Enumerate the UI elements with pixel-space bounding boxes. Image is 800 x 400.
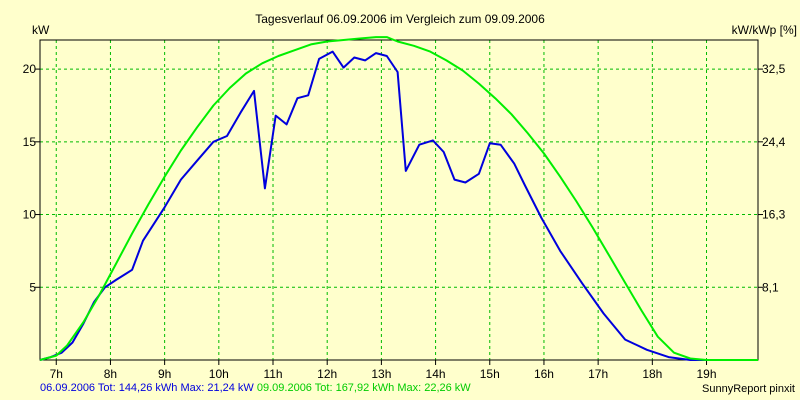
x-tick-label: 17h	[588, 367, 608, 381]
series1-stats: 06.09.2006 Tot: 144,26 kWh Max: 21,24 kW	[40, 382, 254, 394]
x-tick-label: 13h	[371, 367, 391, 381]
plot-frame	[39, 39, 759, 361]
y-left-tick-label: 10	[23, 208, 37, 222]
series-line-1	[39, 50, 758, 361]
x-tick-label: 18h	[642, 367, 662, 381]
tick-labels: 7h 8h 9h 10h 11h 12h 13h 14h 15h 16h 17h 18h 19h 5 8,1…	[23, 62, 786, 381]
series-layer	[39, 36, 758, 361]
chart-title: Tagesverlauf 06.09.2006 im Vergleich zum…	[255, 12, 545, 26]
y-right-unit: kW/kWp [%]	[732, 23, 797, 37]
x-tick-label: 12h	[317, 367, 337, 381]
y-right-tick-label: 16,3	[762, 208, 786, 222]
x-tick-label: 16h	[534, 367, 554, 381]
footer-stats: 06.09.2006 Tot: 144,26 kWh Max: 21,24 kW…	[40, 382, 471, 394]
x-tick-label: 8h	[104, 367, 117, 381]
y-right-tick-label: 32,5	[762, 62, 786, 76]
y-left-tick-label: 20	[23, 62, 37, 76]
series-line-2	[39, 36, 758, 361]
x-tick-label: 19h	[697, 367, 717, 381]
credit-label: SunnyReport pinxit	[702, 383, 795, 395]
y-right-tick-label: 8,1	[762, 280, 779, 294]
x-tick-label: 9h	[158, 367, 171, 381]
x-tick-label: 15h	[480, 367, 500, 381]
y-right-tick-label: 24,4	[762, 135, 786, 149]
y-left-tick-label: 15	[23, 135, 37, 149]
y-left-tick-label: 5	[29, 280, 36, 294]
x-tick-label: 10h	[209, 367, 229, 381]
series2-stats: 09.09.2006 Tot: 167,92 kWh Max: 22,26 kW	[256, 382, 471, 394]
y-left-unit: kW	[32, 23, 50, 37]
x-tick-label: 7h	[50, 367, 63, 381]
x-tick-label: 11h	[263, 367, 282, 381]
x-tick-label: 14h	[426, 367, 446, 381]
